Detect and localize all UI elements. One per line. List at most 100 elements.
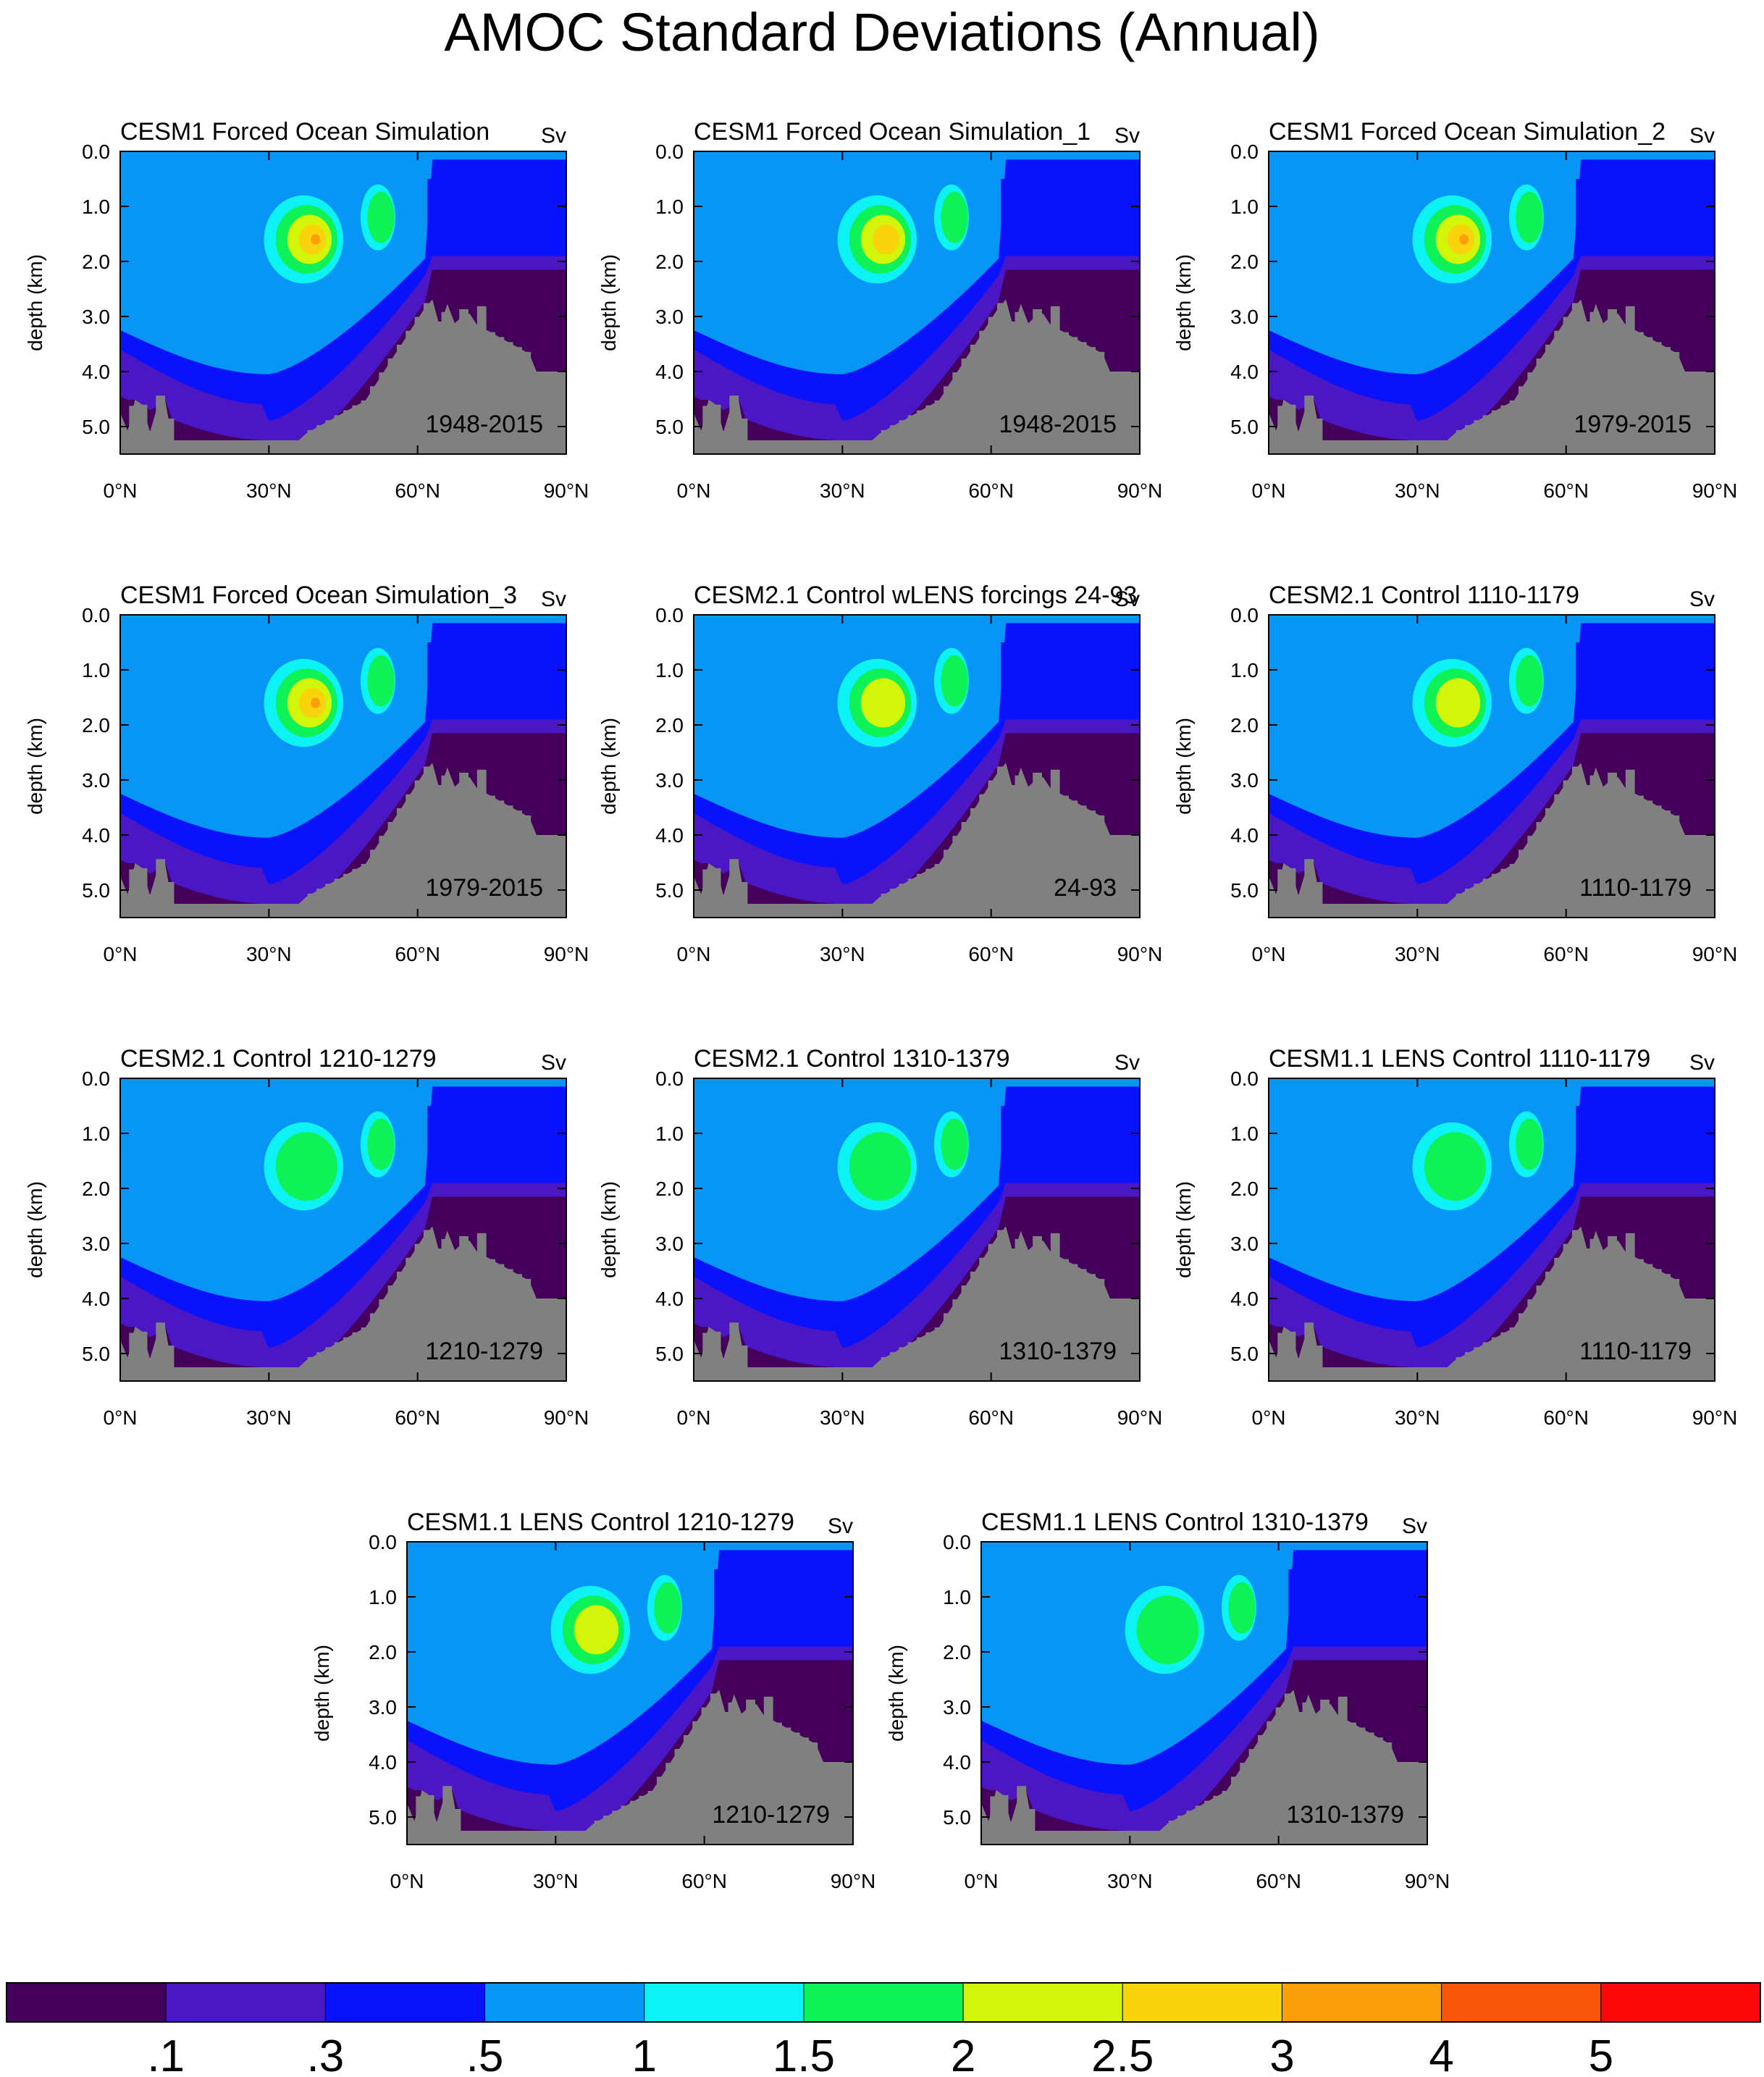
topography-bar: [943, 1313, 953, 1381]
topography-bar: [1366, 904, 1377, 918]
contour-level-5: [1516, 1118, 1543, 1170]
topography-bar: [621, 1805, 631, 1845]
contour-level-3: [407, 1542, 853, 1765]
topography-bar: [1382, 1742, 1393, 1845]
topography-bar: [263, 904, 272, 918]
contour-level-5: [1516, 191, 1543, 243]
topography-bar: [1140, 1298, 1149, 1382]
contour-level-2b: [1576, 179, 1715, 256]
y-tick-label: 3.0: [655, 769, 684, 792]
panel-1: 0.0 1.0 2.0 3.0 4.0 5.0 0°N 30°N 60°N 90°N depth (…: [24, 118, 589, 502]
topography-bar: [513, 1274, 522, 1381]
topography-bar: [209, 440, 219, 454]
y-tick-label: 4.0: [369, 1751, 397, 1774]
topography-bar: [1041, 324, 1051, 454]
topography-bar: [729, 1322, 739, 1381]
contour-level-2b: [427, 179, 566, 256]
panel-title: CESM1 Forced Ocean Simulation: [120, 118, 490, 146]
y-tick-label: 0.0: [82, 1067, 110, 1090]
topography-bar: [1554, 1257, 1564, 1381]
y-tick-label: 5.0: [82, 416, 110, 438]
topography-bar: [999, 1795, 1009, 1845]
topography-bar: [1213, 1795, 1223, 1845]
topography-bar: [702, 1333, 713, 1381]
panel-period: 24-93: [1054, 874, 1117, 902]
colorbar-label: 3: [1269, 2031, 1294, 2077]
panel-title: CESM2.1 Control wLENS forcings 24-93: [694, 582, 1137, 609]
y-tick-label: 5.0: [655, 416, 684, 438]
topography-bar: [925, 405, 936, 454]
y-tick-label: 1.0: [655, 659, 684, 681]
topography-bar: [218, 904, 228, 918]
topography-bar: [1456, 1356, 1466, 1381]
y-tick-label: 4.0: [943, 1751, 971, 1774]
topography-bar: [1122, 372, 1132, 454]
topography-bar: [1375, 1367, 1385, 1381]
topography-bar: [746, 1699, 755, 1845]
contour-level-2b: [1001, 1106, 1140, 1183]
topography-bar: [1527, 836, 1537, 918]
topography-bar: [1652, 805, 1662, 918]
topography-bar: [773, 440, 784, 454]
topography-bar: [432, 784, 442, 918]
panel-period: 1948-2015: [999, 411, 1117, 438]
y-tick-label: 5.0: [1230, 416, 1259, 438]
panel-unit: Sv: [1114, 587, 1140, 611]
y-tick-label: 5.0: [943, 1806, 971, 1829]
x-tick-label: 90°N: [544, 479, 589, 502]
topography-bar: [952, 372, 962, 454]
topography-bar: [379, 372, 389, 454]
topography-bar: [783, 904, 793, 918]
topography-bar: [810, 1367, 819, 1381]
topography-bar: [1313, 418, 1323, 454]
topography-bar: [1293, 1711, 1303, 1845]
topography-bar: [513, 1831, 524, 1845]
topography-bar: [844, 1762, 853, 1845]
topography-bar: [1320, 1699, 1330, 1845]
topography-bar: [1385, 904, 1394, 918]
topography-bar: [1634, 1259, 1644, 1381]
topography-bar: [1340, 904, 1350, 918]
topography-bar: [872, 904, 882, 918]
topography-bar: [263, 1367, 272, 1381]
topography-bar: [280, 440, 290, 454]
topography-bar: [548, 372, 558, 454]
topography-bar: [826, 1762, 836, 1845]
topography-bar: [917, 1337, 926, 1381]
topography-bar: [836, 440, 846, 454]
topography-bar: [424, 1795, 434, 1845]
topography-bar: [468, 324, 478, 454]
topography-bar: [423, 766, 433, 918]
topography-bar: [1625, 1233, 1635, 1381]
contour-level-5: [849, 1132, 912, 1201]
topography-bar: [1375, 440, 1385, 454]
topography-bar: [711, 404, 721, 454]
panel-unit: Sv: [828, 1514, 853, 1538]
y-tick-label: 0.0: [1230, 604, 1259, 626]
panel-unit: Sv: [1402, 1514, 1427, 1538]
topography-bar: [325, 1347, 335, 1381]
x-tick-label: 90°N: [1692, 1406, 1738, 1429]
topography-bar: [783, 440, 793, 454]
topography-bar: [191, 904, 201, 918]
topography-bar: [765, 1367, 775, 1381]
contour-level-3: [120, 1078, 566, 1301]
topography-bar: [765, 904, 775, 918]
topography-bar: [1340, 440, 1350, 454]
topography-bar: [1429, 440, 1439, 454]
topography-bar: [1608, 309, 1617, 454]
topography-bar: [854, 904, 864, 918]
topography-bar: [1492, 1337, 1501, 1381]
topography-bar: [630, 1800, 639, 1845]
topography-bar: [1598, 786, 1608, 918]
x-tick-label: 60°N: [968, 1406, 1014, 1429]
topography-bar: [711, 1331, 721, 1381]
y-tick-label: 5.0: [655, 1343, 684, 1365]
topography-bar: [227, 440, 237, 454]
topography-bar: [756, 440, 766, 454]
topography-bar: [557, 372, 566, 454]
topography-bar: [907, 415, 917, 454]
topography-bar: [979, 1257, 989, 1381]
figure-title: AMOC Standard Deviations (Annual): [444, 2, 1320, 62]
topography-bar: [138, 404, 148, 454]
